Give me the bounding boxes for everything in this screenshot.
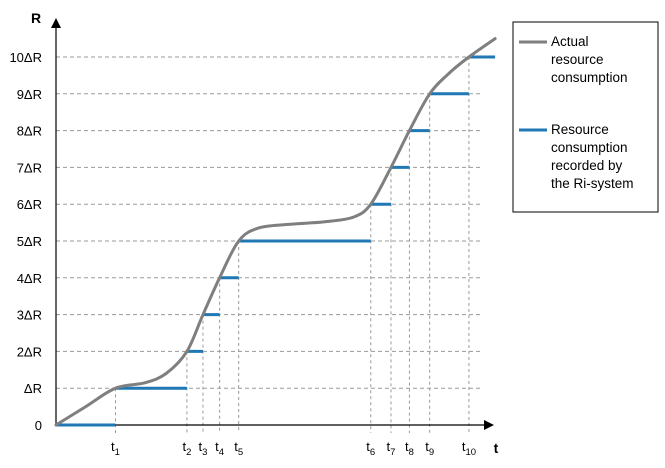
y-tick-label: 7ΔR [17, 160, 42, 175]
legend-label: resource [551, 52, 604, 67]
x-tick-label: t2 [182, 439, 191, 458]
y-tick-labels: 0 ΔR 2ΔR 3ΔR 4ΔR 5ΔR 6ΔR 7ΔR 8ΔR 9ΔR 10ΔR [9, 50, 42, 433]
x-tick-label: t10 [462, 439, 476, 458]
recorded-steps [56, 55, 496, 427]
x-axis-arrow [484, 420, 494, 430]
x-tick-label: t8 [405, 439, 414, 458]
y-axis-label: R [31, 10, 41, 26]
x-axis-label: t [494, 440, 499, 456]
x-tick-label: t9 [425, 439, 434, 458]
x-tick-labels: t1 t2 t3 t4 t5 t6 t7 t8 t9 t10 [111, 439, 476, 458]
legend-label: Actual [551, 34, 589, 49]
x-tick-label: t4 [215, 439, 224, 458]
legend-label: consumption [551, 140, 628, 155]
y-axis-arrow [51, 18, 61, 28]
legend-label: recorded by [551, 158, 623, 173]
grid-lines [56, 56, 482, 389]
legend-label: consumption [551, 70, 628, 85]
y-tick-label: ΔR [24, 381, 42, 396]
x-tick-label: t3 [199, 439, 208, 458]
y-tick-label: 2ΔR [17, 344, 42, 359]
x-tick-label: t1 [111, 439, 120, 458]
legend: Actual resource consumption Resource consump… [512, 21, 659, 213]
legend-label: Resource [551, 122, 609, 137]
y-tick-label: 5ΔR [17, 234, 42, 249]
y-tick-label: 0 [35, 418, 42, 433]
y-tick-label: 8ΔR [17, 124, 42, 139]
actual-consumption-line [54, 37, 497, 427]
y-tick-label: 4ΔR [17, 271, 42, 286]
y-tick-label: 9ΔR [17, 87, 42, 102]
y-tick-label: 3ΔR [17, 308, 42, 323]
axes [51, 18, 494, 430]
x-tick-label: t7 [387, 439, 396, 458]
y-tick-label: 10ΔR [9, 50, 42, 65]
legend-label: the Ri-system [551, 176, 634, 191]
vertical-drop-lines [115, 57, 470, 433]
x-tick-label: t6 [366, 439, 375, 458]
y-tick-label: 6ΔR [17, 197, 42, 212]
legend-box [512, 21, 659, 213]
x-tick-label: t5 [234, 439, 243, 458]
